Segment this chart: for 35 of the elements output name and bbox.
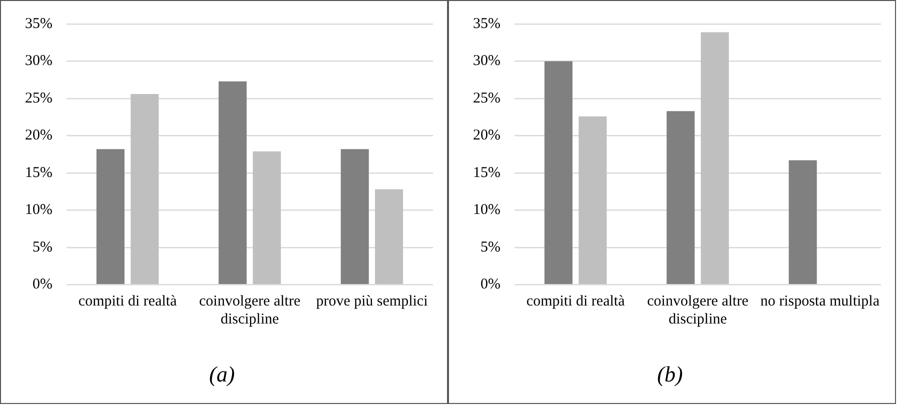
x-tick-label: no risposta multipla xyxy=(760,294,880,310)
bar xyxy=(788,160,817,284)
bar xyxy=(700,32,729,284)
x-tick-label: coinvolgere altre discipline xyxy=(199,294,301,328)
y-tick-label: 5% xyxy=(480,239,500,256)
y-tick-label: 35% xyxy=(472,16,500,32)
y-tick-label: 10% xyxy=(472,202,500,218)
bar xyxy=(666,111,695,284)
x-tick-label: prove più semplici xyxy=(316,294,428,310)
y-tick-label: 15% xyxy=(472,164,500,181)
bar xyxy=(252,151,281,284)
y-tick-label: 5% xyxy=(32,239,52,256)
y-tick-label: 20% xyxy=(24,128,52,144)
bar xyxy=(96,149,124,284)
bar xyxy=(218,81,247,284)
x-tick-label: compiti di realtà xyxy=(78,294,178,310)
y-tick-label: 10% xyxy=(24,202,52,218)
bar xyxy=(374,189,404,284)
y-tick-label: 30% xyxy=(24,53,52,70)
y-tick-label: 35% xyxy=(24,16,52,32)
y-tick-label: 0% xyxy=(32,276,52,293)
y-tick-label: 25% xyxy=(24,90,52,106)
bar xyxy=(340,149,369,284)
bar xyxy=(578,116,607,284)
text: (a) xyxy=(209,362,235,387)
x-tick-label: coinvolgere altre discipline xyxy=(647,294,749,328)
y-tick-label: 0% xyxy=(480,276,500,293)
y-tick-label: 30% xyxy=(472,53,500,70)
y-tick-label: 20% xyxy=(472,128,500,144)
text: (b) xyxy=(657,362,683,387)
y-tick-label: 15% xyxy=(24,164,52,181)
y-tick-label: 25% xyxy=(472,90,500,106)
bar xyxy=(544,61,572,284)
x-tick-label: compiti di realtà xyxy=(526,294,626,310)
bar xyxy=(130,94,159,284)
